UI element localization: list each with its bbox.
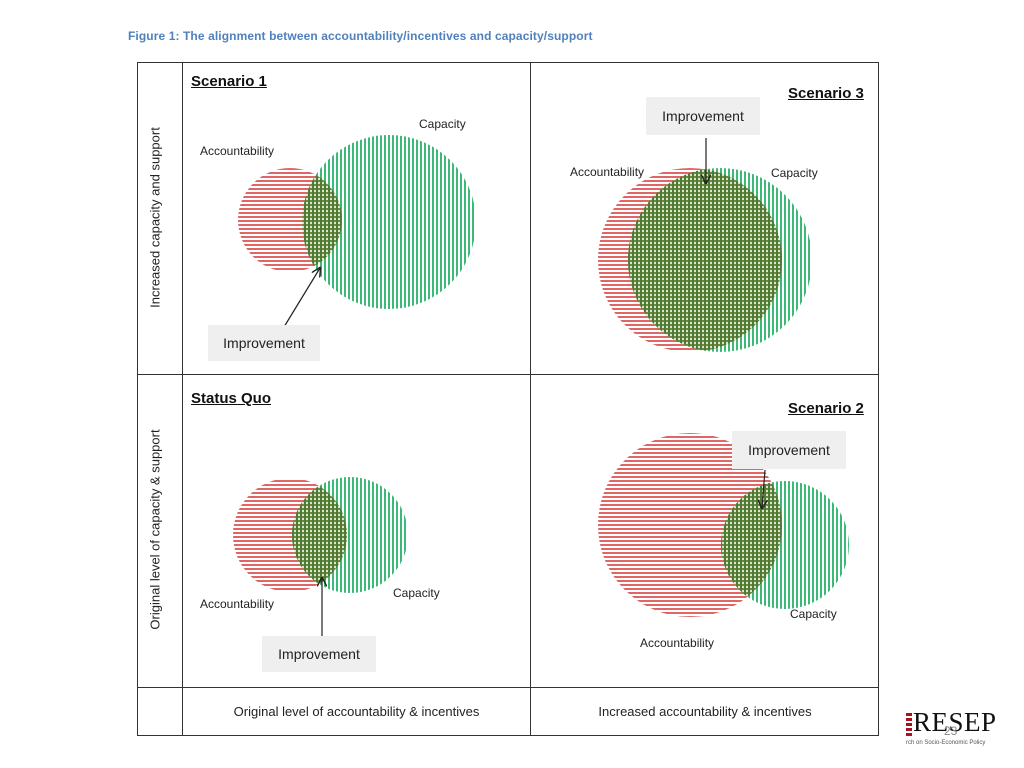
- page-number: 23: [944, 724, 958, 738]
- logo-tagline: rch on Socio-Economic Policy: [906, 740, 986, 746]
- diagram-grid: [137, 62, 879, 736]
- status-quo-improvement-box: Improvement: [262, 636, 376, 672]
- grid-line-v2: [530, 62, 531, 736]
- logo-wordmark: RESEP: [913, 707, 997, 737]
- scenario2-arrow: [762, 469, 765, 508]
- scenario1-arrow: [283, 268, 320, 328]
- resep-logo: RESEP rch on Socio-Economic Policy: [906, 707, 1006, 749]
- status-quo-capacity-label: Capacity: [393, 586, 440, 600]
- scenario2-improvement-box: Improvement: [732, 431, 846, 469]
- scenario1-accountability-label: Accountability: [200, 144, 275, 158]
- status-quo-accountability-label: Accountability: [200, 597, 275, 611]
- scenario2-capacity-label: Capacity: [790, 607, 837, 621]
- col-label-left: Original level of accountability & incen…: [233, 704, 480, 719]
- status-quo-title: Status Quo: [191, 390, 272, 407]
- scenario3-improvement-box: Improvement: [646, 97, 760, 135]
- scenario2-overlap: [721, 481, 782, 609]
- scenario3-title: Scenario 3: [788, 85, 864, 102]
- scenario3-capacity-label: Capacity: [771, 166, 818, 180]
- scenario2-venn: [598, 433, 849, 617]
- scenario2-accountability-label: Accountability: [640, 636, 715, 650]
- scenario1-capacity-circle: [302, 135, 476, 309]
- scenario3-venn: [598, 138, 812, 352]
- status-quo-overlap: [292, 478, 347, 592]
- scenario1-improvement-box: Improvement: [208, 325, 320, 361]
- status-quo-venn: [233, 477, 408, 636]
- scenario1-venn: [238, 135, 476, 328]
- grid-line-h1: [137, 374, 879, 375]
- col-label-right: Increased accountability & incentives: [598, 704, 812, 719]
- scenario1-title: Scenario 1: [191, 73, 267, 90]
- scenario2-title: Scenario 2: [788, 400, 864, 417]
- scenario1-capacity-label: Capacity: [419, 117, 466, 131]
- logo-bars-icon: [906, 713, 912, 736]
- scenario3-overlap: [628, 168, 782, 352]
- scenario3-accountability-label: Accountability: [570, 165, 645, 179]
- grid-line-v1: [182, 62, 183, 736]
- figure-title: Figure 1: The alignment between accounta…: [128, 29, 593, 43]
- grid-line-h2: [137, 687, 879, 688]
